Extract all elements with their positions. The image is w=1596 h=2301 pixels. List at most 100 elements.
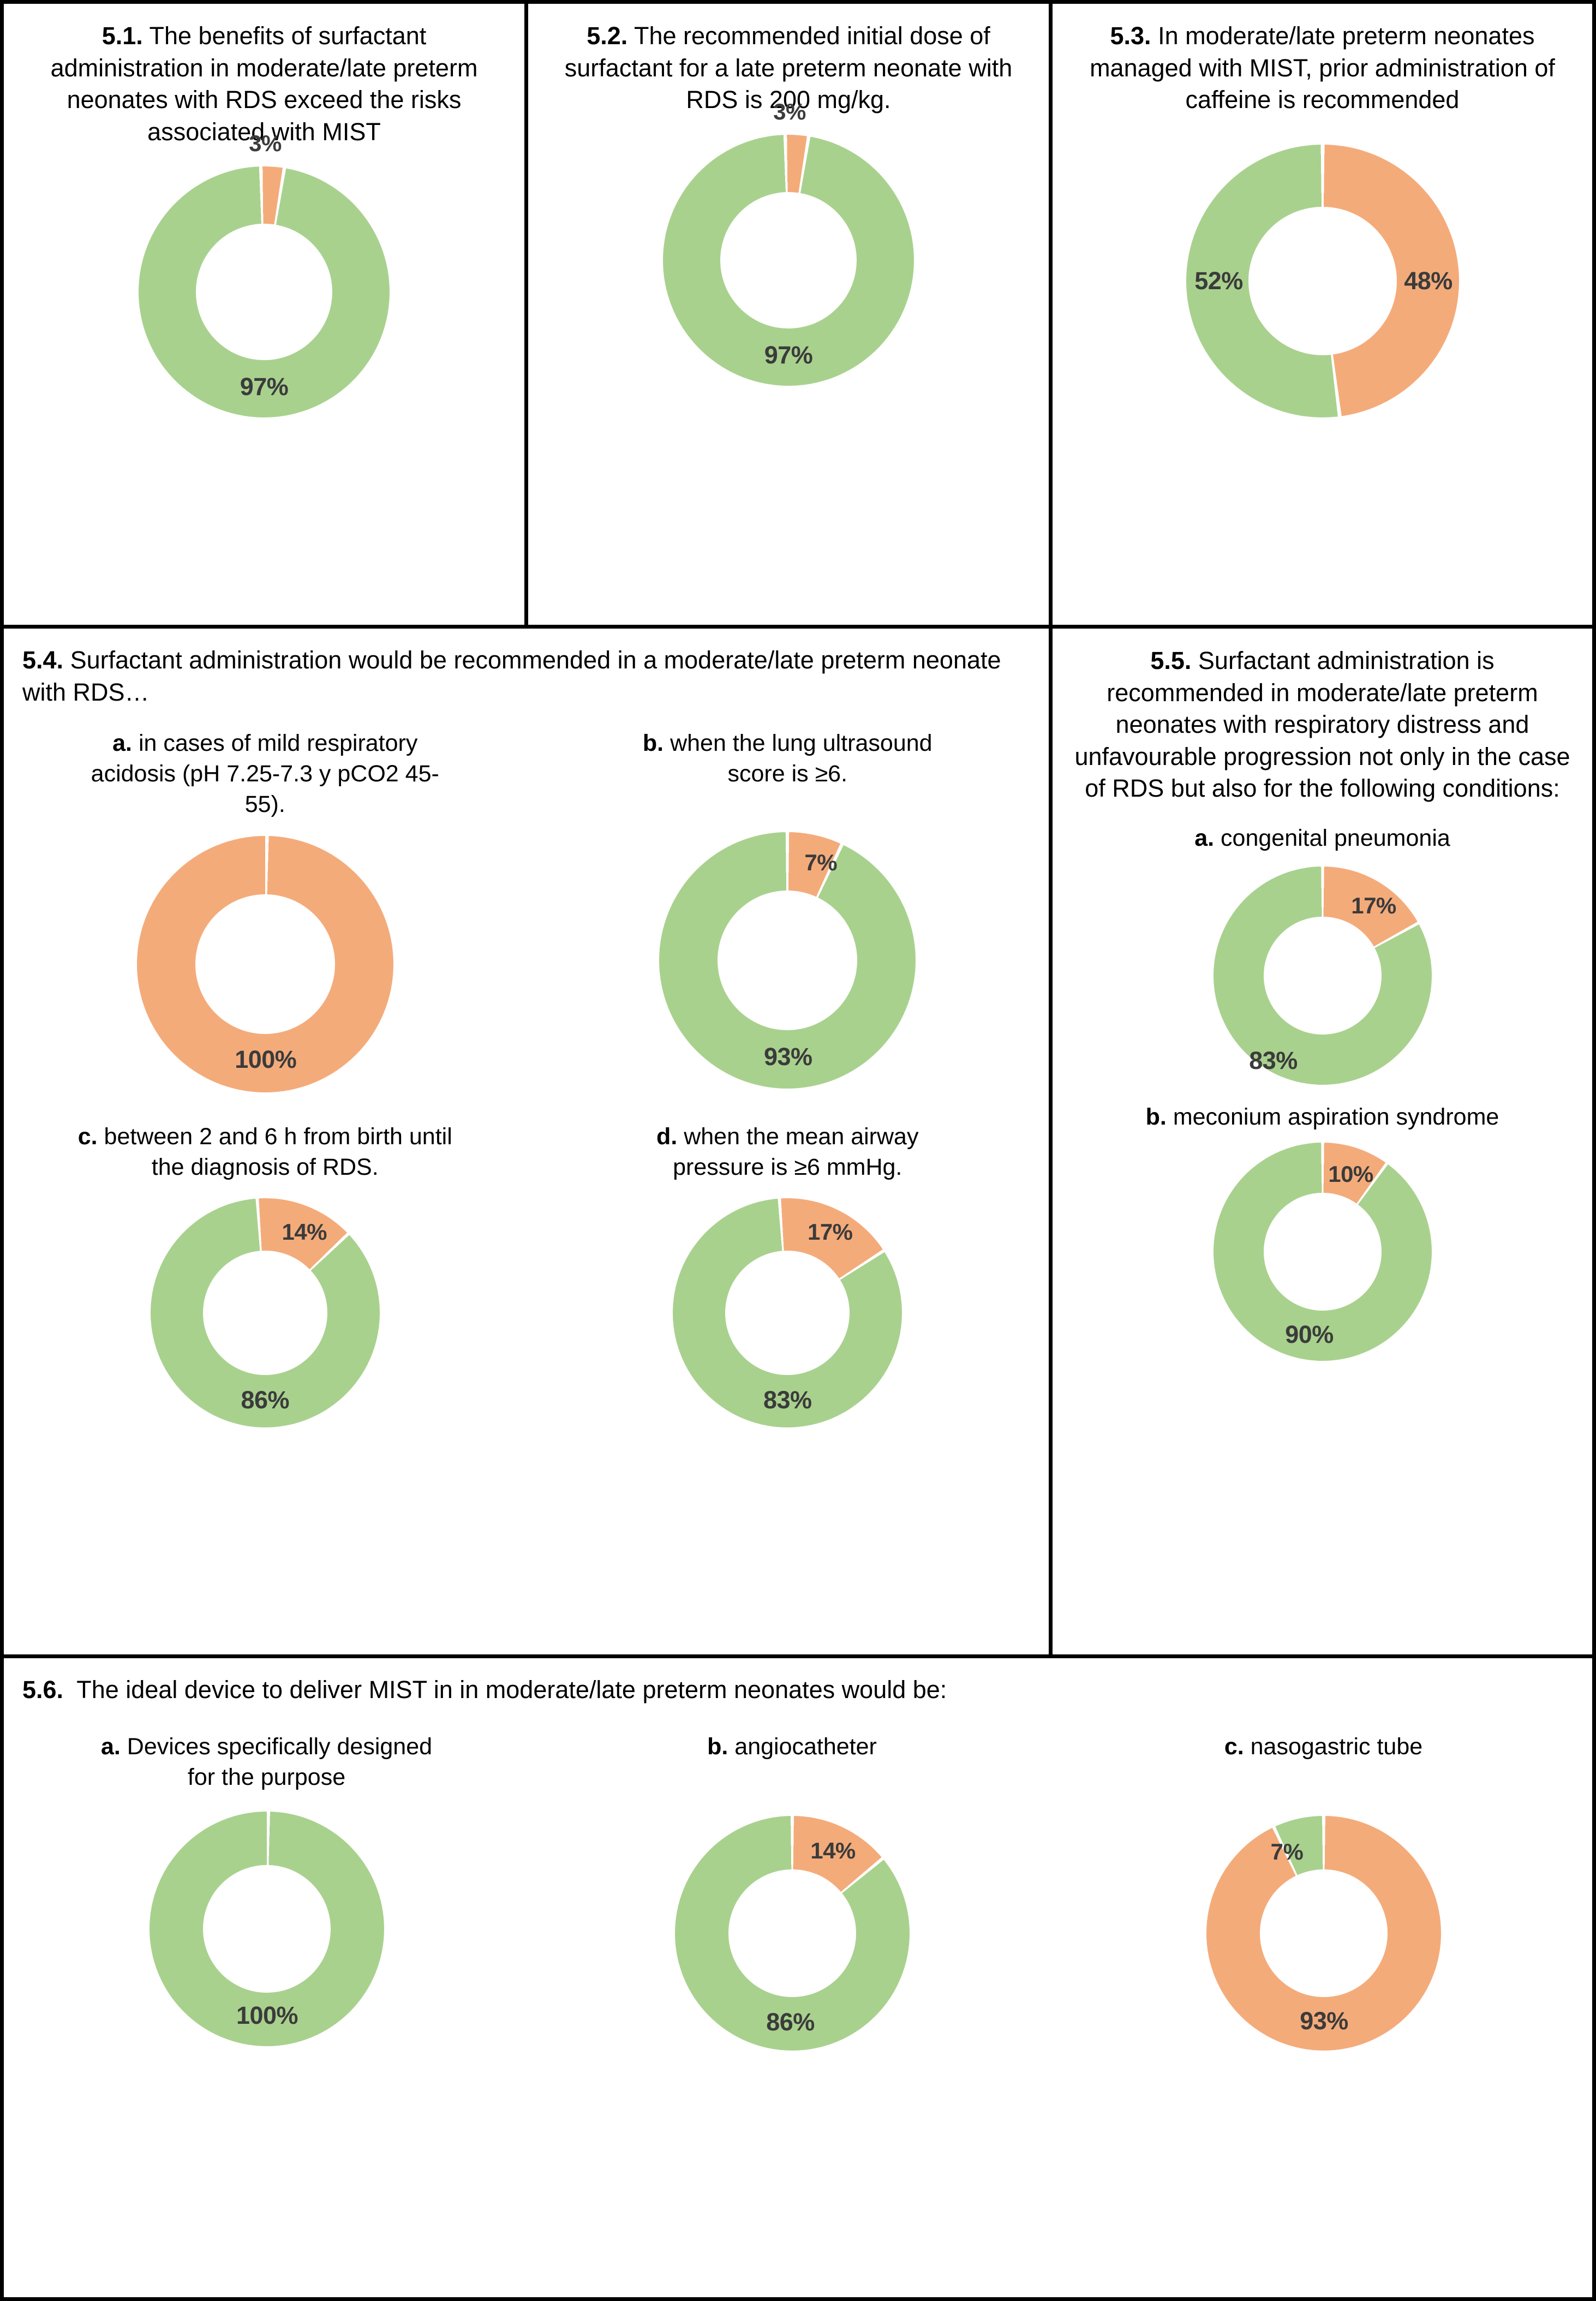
donut-5-4-d-label-green: 83% bbox=[763, 1386, 812, 1414]
panel-5-1: 5.1. The benefits of surfactant administ… bbox=[4, 4, 528, 625]
donut-5-4-c-label-orange: 14% bbox=[282, 1219, 327, 1245]
subquestion-row-5-6: a. Devices specifically designed for the… bbox=[4, 1732, 1592, 2051]
question-5-5-number: 5.5. bbox=[1150, 647, 1192, 674]
question-5-2-heading: 5.2. The recommended initial dose of sur… bbox=[528, 4, 1049, 116]
subpanel-5-4-a: a. in cases of mild respiratory acidosis… bbox=[4, 728, 527, 1093]
subquestion-5-5-b-text: meconium aspiration syndrome bbox=[1173, 1104, 1499, 1131]
subquestion-5-4-a-heading: a. in cases of mild respiratory acidosis… bbox=[80, 728, 451, 820]
subpanel-5-4-b: b. when the lung ultrasound score is ≥6.… bbox=[527, 728, 1049, 1093]
subpanel-5-4-d: d. when the mean airway pressure is ≥6 m… bbox=[527, 1122, 1049, 1436]
donut-5-1-label-orange: 3% bbox=[249, 130, 282, 156]
subquestion-5-6-b-heading: b. angiocatheter bbox=[601, 1732, 983, 1762]
question-5-2-number: 5.2. bbox=[587, 22, 628, 50]
chart-5-2-container: 3% 97% bbox=[528, 99, 1049, 389]
question-5-1-heading: 5.1. The benefits of surfactant administ… bbox=[4, 4, 524, 148]
donut-chart-5-5-b: 10% 90% bbox=[1213, 1143, 1432, 1361]
donut-5-4-d-label-orange: 17% bbox=[807, 1219, 853, 1245]
subquestion-5-4-d-text: when the mean airway pressure is ≥6 mmHg… bbox=[673, 1123, 919, 1181]
subquestion-5-6-a-text: Devices specifically designed for the pu… bbox=[127, 1734, 433, 1791]
panel-5-5: 5.5. Surfactant administration is recomm… bbox=[1053, 629, 1592, 1654]
donut-5-4-b-label-green: 93% bbox=[763, 1042, 812, 1071]
question-5-1-text: The benefits of surfactant administratio… bbox=[50, 22, 478, 146]
subquestion-5-4-a-letter: a. bbox=[112, 730, 132, 756]
subquestion-5-4-c-text: between 2 and 6 h from birth until the d… bbox=[104, 1123, 452, 1181]
donut-chart-5-6-a: 100% bbox=[149, 1812, 384, 2047]
subpanel-5-5-a: a. congenital pneumonia 17% 83% bbox=[1053, 823, 1592, 1085]
question-5-3-text: In moderate/late preterm neonates manage… bbox=[1090, 22, 1555, 113]
donut-5-5-b-label-orange: 10% bbox=[1328, 1161, 1373, 1187]
donut-5-4-b-label-orange: 7% bbox=[804, 849, 838, 875]
donut-5-3-label-orange: 48% bbox=[1404, 266, 1452, 295]
question-5-4-number: 5.4. bbox=[22, 646, 64, 674]
panel-5-3: 5.3. In moderate/late preterm neonates m… bbox=[1053, 4, 1592, 625]
chart-5-3-container: 52% 48% bbox=[1053, 144, 1592, 417]
subquestion-5-6-c-heading: c. nasogastric tube bbox=[1133, 1732, 1515, 1762]
subpanel-5-5-b: b. meconium aspiration syndrome 10% 90% bbox=[1053, 1102, 1592, 1361]
subquestion-5-5-a-heading: a. congenital pneumonia bbox=[1077, 823, 1568, 854]
question-5-6-heading: 5.6. The ideal device to deliver MIST in… bbox=[4, 1658, 1592, 1706]
donut-5-5-a-label-green: 83% bbox=[1249, 1047, 1298, 1075]
donut-chart-5-4-d: 17% 83% bbox=[665, 1191, 910, 1436]
results-row-3: 5.6. The ideal device to deliver MIST in… bbox=[4, 1658, 1592, 2293]
donut-chart-5-5-a: 17% 83% bbox=[1213, 866, 1432, 1085]
question-5-3-heading: 5.3. In moderate/late preterm neonates m… bbox=[1053, 4, 1592, 116]
donut-chart-5-4-c: 14% 86% bbox=[142, 1191, 387, 1436]
question-5-3-number: 5.3. bbox=[1110, 22, 1151, 50]
subquestion-5-4-d-letter: d. bbox=[656, 1123, 678, 1150]
subquestion-5-6-b-text: angiocatheter bbox=[734, 1734, 877, 1760]
subquestion-5-6-c-letter: c. bbox=[1224, 1734, 1244, 1760]
question-5-6-number: 5.6. bbox=[22, 1676, 64, 1704]
donut-5-6-b-label-green: 86% bbox=[766, 2008, 815, 2036]
subpanel-5-4-c: c. between 2 and 6 h from birth until th… bbox=[4, 1122, 527, 1436]
donut-chart-5-1: 3% 97% bbox=[135, 130, 393, 421]
question-5-2-text: The recommended initial dose of surfacta… bbox=[564, 22, 1013, 113]
donut-5-6-b-label-orange: 14% bbox=[810, 1838, 856, 1864]
subquestion-5-6-c-text: nasogastric tube bbox=[1250, 1734, 1423, 1760]
subquestion-5-4-a-text: in cases of mild respiratory acidosis (p… bbox=[91, 730, 439, 817]
donut-5-6-c-label-green: 7% bbox=[1270, 1839, 1304, 1865]
subquestion-5-4-b-heading: b. when the lung ultrasound score is ≥6. bbox=[602, 728, 973, 790]
subpanel-5-6-b: b. angiocatheter 14% 86% bbox=[529, 1732, 1055, 2051]
donut-5-1-label-green: 97% bbox=[240, 373, 289, 401]
donut-5-5-b-label-green: 90% bbox=[1285, 1320, 1334, 1349]
donut-5-4-a-label-orange: 100% bbox=[235, 1045, 297, 1074]
subpanel-5-6-c: c. nasogastric tube 7% 93% bbox=[1055, 1732, 1592, 2051]
donut-chart-5-6-c: 7% 93% bbox=[1206, 1816, 1441, 2051]
donut-5-6-a-label-green: 100% bbox=[236, 2001, 298, 2030]
donut-5-5-a-label-orange: 17% bbox=[1351, 893, 1396, 919]
subquestion-row-5-4-cd: c. between 2 and 6 h from birth until th… bbox=[4, 1122, 1049, 1436]
donut-chart-5-2: 3% 97% bbox=[660, 99, 917, 389]
question-5-5-heading: 5.5. Surfactant administration is recomm… bbox=[1053, 629, 1592, 805]
subquestion-5-4-c-letter: c. bbox=[77, 1123, 98, 1150]
panel-5-6: 5.6. The ideal device to deliver MIST in… bbox=[4, 1658, 1592, 2293]
subquestion-5-4-b-letter: b. bbox=[642, 730, 664, 756]
subquestion-5-5-b-heading: b. meconium aspiration syndrome bbox=[1050, 1102, 1595, 1133]
donut-5-4-c-label-green: 86% bbox=[241, 1386, 290, 1414]
subquestion-5-4-c-heading: c. between 2 and 6 h from birth until th… bbox=[66, 1122, 464, 1183]
chart-5-1-container: 3% 97% bbox=[4, 130, 524, 421]
donut-chart-5-3: 52% 48% bbox=[1186, 144, 1459, 417]
donut-5-6-c-label-orange: 93% bbox=[1300, 2007, 1348, 2035]
panel-5-2: 5.2. The recommended initial dose of sur… bbox=[528, 4, 1053, 625]
question-5-4-text: Surfactant administration would be recom… bbox=[22, 646, 1001, 707]
donut-chart-5-4-a: 100% bbox=[136, 836, 393, 1093]
subquestion-5-5-a-letter: a. bbox=[1194, 824, 1215, 851]
results-row-2: 5.4. Surfactant administration would be … bbox=[4, 629, 1592, 1658]
subpanel-5-6-a: a. Devices specifically designed for the… bbox=[4, 1732, 529, 2051]
donut-chart-5-6-b: 14% 86% bbox=[674, 1816, 910, 2051]
subquestion-5-5-b-letter: b. bbox=[1145, 1104, 1167, 1131]
subquestion-5-6-a-letter: a. bbox=[100, 1734, 121, 1760]
subquestion-5-6-b-letter: b. bbox=[707, 1734, 728, 1760]
subquestion-row-5-4-ab: a. in cases of mild respiratory acidosis… bbox=[4, 728, 1049, 1093]
panel-5-4: 5.4. Surfactant administration would be … bbox=[4, 629, 1053, 1654]
subquestion-5-4-d-heading: d. when the mean airway pressure is ≥6 m… bbox=[602, 1122, 973, 1183]
subquestion-5-4-b-text: when the lung ultrasound score is ≥6. bbox=[670, 730, 933, 787]
question-5-6-text: The ideal device to deliver MIST in in m… bbox=[76, 1676, 947, 1704]
donut-5-2-label-green: 97% bbox=[764, 340, 813, 369]
donut-chart-5-4-b: 7% 93% bbox=[659, 832, 916, 1089]
question-5-5-text: Surfactant administration is recommended… bbox=[1074, 647, 1570, 802]
question-5-1-number: 5.1. bbox=[101, 22, 143, 50]
subquestion-5-6-a-heading: a. Devices specifically designed for the… bbox=[76, 1732, 458, 1793]
subquestion-5-5-a-text: congenital pneumonia bbox=[1221, 824, 1450, 851]
